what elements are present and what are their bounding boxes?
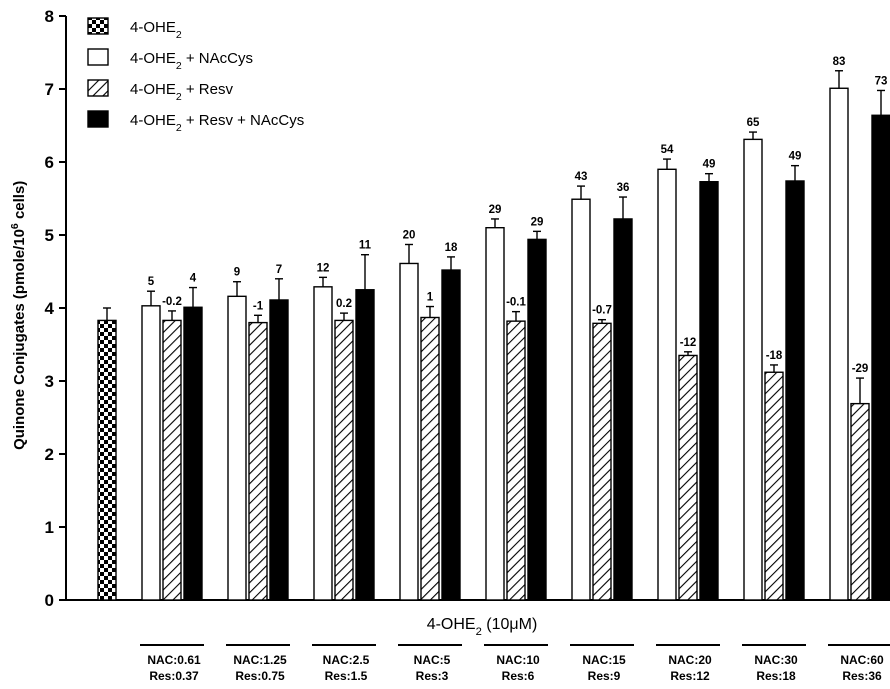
bar-g8-hatch	[764, 371, 784, 601]
data-label: 18	[445, 242, 458, 254]
group-res-label: Res:0.75	[235, 669, 285, 683]
bar-g7-white	[657, 168, 677, 601]
bar-control	[97, 319, 117, 601]
y-tick-label: 5	[45, 226, 54, 245]
group-res-label: Res:0.37	[149, 669, 199, 683]
group-nac-label: NAC:20	[668, 653, 712, 667]
bar-g6-white	[571, 198, 591, 601]
data-label: 36	[617, 182, 630, 194]
bar-g6-hatch	[592, 322, 612, 601]
bar-g8-white	[743, 138, 763, 601]
y-axis-title: Quinone Conjugates (pmole/106 cells)	[9, 181, 28, 450]
data-label: 83	[833, 56, 846, 68]
bar-g4-hatch	[420, 316, 440, 601]
bar-g1-white	[141, 305, 161, 601]
y-tick-label: 4	[45, 299, 55, 318]
data-label: 5	[148, 276, 155, 288]
bar-g5-white	[485, 226, 505, 601]
bar-g2-white	[227, 295, 247, 601]
y-tick-label: 6	[45, 153, 54, 172]
data-label: 54	[661, 144, 674, 156]
data-label: 1	[427, 292, 434, 304]
group-res-label: Res:36	[842, 669, 882, 683]
group-nac-label: NAC:1.25	[233, 653, 287, 667]
group-nac-label: NAC:30	[754, 653, 798, 667]
data-label: 20	[403, 229, 416, 241]
group-nac-label: NAC:60	[840, 653, 884, 667]
bar-g9-hatch	[850, 402, 870, 601]
group-nac-label: NAC:10	[496, 653, 540, 667]
legend-label: 4-OHE2 + Resv + NAcCys	[130, 112, 304, 134]
group-nac-label: NAC:2.5	[323, 653, 370, 667]
bar-g2-black	[269, 299, 289, 601]
group-res-label: Res:12	[670, 669, 710, 683]
y-tick-label: 0	[45, 591, 54, 610]
bar-g8-black	[785, 180, 805, 601]
y-tick-label: 2	[45, 445, 54, 464]
data-label: 49	[789, 151, 802, 163]
bar-g5-hatch	[506, 320, 526, 601]
bar-g2-hatch	[248, 321, 268, 601]
bar-g7-black	[699, 181, 719, 601]
data-label: 65	[747, 117, 760, 129]
bar-g3-hatch	[334, 319, 354, 601]
group-nac-label: NAC:0.61	[147, 653, 201, 667]
bar-g3-white	[313, 286, 333, 601]
legend-label: 4-OHE2 + Resv	[130, 81, 233, 103]
data-label: 7	[276, 264, 282, 276]
data-label: 29	[489, 204, 502, 216]
bars: 5-0.24 9-17 120.2112011829-0.12943-0.73654…	[97, 56, 890, 601]
group-nac-label: NAC:15	[582, 653, 626, 667]
bar-g3-black	[355, 289, 375, 601]
legend-swatch-white	[87, 48, 109, 66]
data-label: 29	[531, 216, 544, 228]
bar-g4-white	[399, 262, 419, 601]
group-res-label: Res:18	[756, 669, 796, 683]
data-label: 0.2	[336, 298, 352, 310]
bar-g1-hatch	[162, 319, 182, 601]
data-label: 43	[575, 171, 588, 183]
bar-g4-black	[441, 269, 461, 601]
data-label: -1	[253, 300, 264, 312]
group-nac-label: NAC:5	[414, 653, 451, 667]
data-label: -0.7	[592, 305, 612, 317]
bar-g5-black	[527, 238, 547, 601]
data-label: 4	[190, 273, 197, 285]
data-label: 11	[359, 240, 372, 252]
bar-g6-black	[613, 218, 633, 601]
bar-g7-hatch	[678, 354, 698, 601]
bar-g9-black	[871, 114, 890, 601]
group-res-label: Res:3	[416, 669, 449, 683]
data-label: -0.2	[162, 296, 182, 308]
x-axis-title: 4-OHE2 (10μM)	[427, 616, 538, 638]
legend-swatch-hatch	[87, 79, 109, 97]
group-res-label: Res:1.5	[325, 669, 368, 683]
legend-label: 4-OHE2	[130, 19, 182, 41]
data-label: -29	[852, 363, 869, 375]
data-label: -18	[766, 350, 783, 362]
data-label: -12	[680, 337, 697, 349]
data-label: 49	[703, 159, 716, 171]
data-label: 9	[234, 267, 240, 279]
bar-g9-white	[829, 87, 849, 601]
y-tick-label: 1	[45, 518, 54, 537]
group-labels: NAC:0.61 Res:0.37 NAC:1.25 Res:0.75 NAC:2.5 R…	[140, 616, 890, 683]
y-tick-label: 7	[45, 80, 54, 99]
legend: 4-OHE2 4-OHE2 + NAcCys 4-OHE2 + Resv 4-OHE2…	[87, 17, 304, 134]
data-label: -0.1	[506, 297, 526, 309]
group-res-label: Res:9	[588, 669, 621, 683]
data-label: 73	[875, 75, 888, 87]
legend-label: 4-OHE2 + NAcCys	[130, 50, 253, 72]
y-tick-label: 8	[45, 7, 54, 26]
group-res-label: Res:6	[502, 669, 535, 683]
bar-g1-black	[183, 306, 203, 601]
data-label: 12	[317, 262, 330, 274]
legend-swatch-black	[87, 110, 109, 128]
y-tick-label: 3	[45, 372, 54, 391]
legend-swatch-checker	[87, 17, 109, 35]
